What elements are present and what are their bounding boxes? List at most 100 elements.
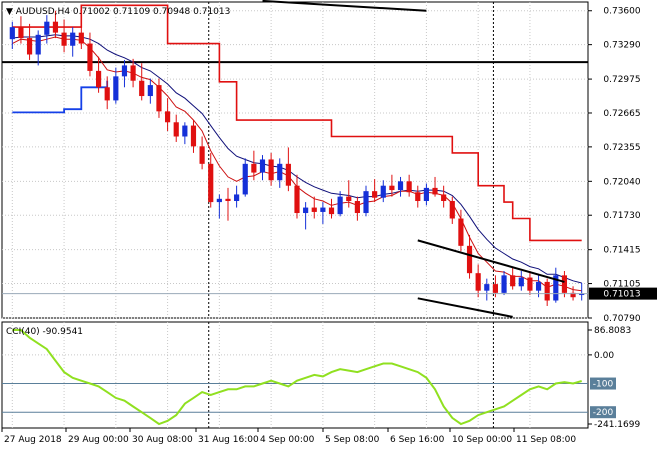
candle-bearish[interactable] [441, 194, 447, 202]
price-axis-label: 0.71415 [603, 246, 640, 256]
candle-bearish[interactable] [87, 43, 93, 71]
candle-bullish[interactable] [35, 34, 41, 55]
candle-bullish[interactable] [147, 85, 153, 97]
candle-bearish[interactable] [139, 80, 145, 97]
candle-bearish[interactable] [354, 201, 360, 214]
candle-bullish[interactable] [423, 187, 429, 202]
candle-bearish[interactable] [104, 87, 110, 101]
price-axis-label: 0.71730 [603, 211, 640, 221]
candle-bearish[interactable] [389, 185, 395, 191]
price-axis-label: 0.72975 [603, 75, 640, 85]
time-axis-label: 27 Aug 2018 [4, 435, 62, 445]
cci-label: CCI(40) -90.9541 [6, 327, 83, 337]
candle-bullish[interactable] [579, 293, 585, 296]
candle-bearish[interactable] [156, 85, 162, 112]
cci-scale-label: -100 [593, 380, 614, 390]
candle-bullish[interactable] [277, 163, 283, 181]
cci-level-tag [590, 406, 616, 419]
candle-bearish[interactable] [61, 32, 67, 46]
candle-bearish[interactable] [285, 163, 291, 186]
cci-line [12, 329, 582, 426]
candle-bearish[interactable] [225, 198, 231, 202]
cci-level-tag [590, 377, 616, 390]
candle-bullish[interactable] [242, 163, 248, 195]
price-axis-label: 0.71105 [603, 280, 640, 290]
candle-bearish[interactable] [406, 181, 412, 193]
candle-bearish[interactable] [52, 21, 59, 33]
price-axis-label: 0.72355 [603, 143, 640, 153]
candle-bearish[interactable] [544, 281, 550, 301]
time-axis-label: 30 Aug 08:00 [132, 435, 193, 445]
candle-bearish[interactable] [415, 192, 421, 202]
price-axis-label: 0.70790 [603, 314, 640, 324]
candle-bearish[interactable] [449, 201, 455, 219]
candle-bearish[interactable] [346, 196, 352, 202]
candle-bearish[interactable] [208, 163, 214, 203]
candle-bullish[interactable] [121, 65, 128, 77]
candle-bearish[interactable] [475, 273, 481, 291]
candle-bullish[interactable] [9, 27, 15, 40]
candle-bearish[interactable] [510, 275, 516, 287]
candle-bearish[interactable] [199, 146, 205, 164]
candle-bearish[interactable] [328, 207, 335, 215]
price-axis-label: 0.73290 [603, 41, 640, 51]
candle-bullish[interactable] [234, 194, 240, 202]
candle-bullish[interactable] [518, 277, 524, 287]
stop-line-blue [12, 80, 109, 114]
candle-bearish[interactable] [268, 159, 274, 181]
time-axis-label: 5 Sep 08:00 [325, 435, 380, 445]
candle-bullish[interactable] [535, 281, 542, 291]
candle-bearish[interactable] [311, 207, 317, 212]
candle-bearish[interactable] [26, 38, 33, 55]
candle-bullish[interactable] [337, 196, 343, 215]
time-axis-label: 10 Sep 00:00 [452, 435, 512, 445]
price-axis-label: 0.72665 [603, 109, 640, 119]
candle-bullish[interactable] [113, 76, 119, 101]
candle-bearish[interactable] [18, 27, 24, 39]
price-axis-label: 0.72040 [603, 177, 640, 187]
time-axis-label: 11 Sep 08:00 [516, 435, 576, 445]
candle-bearish[interactable] [432, 187, 438, 195]
candle-bearish[interactable] [78, 32, 84, 44]
candle-bearish[interactable] [130, 65, 136, 81]
candle-bearish[interactable] [95, 70, 102, 88]
candle-bearish[interactable] [466, 245, 473, 274]
candle-bearish[interactable] [372, 191, 378, 198]
candle-bearish[interactable] [251, 163, 257, 173]
candle-bullish[interactable] [363, 191, 369, 214]
candle-bearish[interactable] [527, 277, 533, 291]
candle-bearish[interactable] [165, 111, 171, 123]
price-axis-label: 0.73600 [603, 7, 640, 17]
candle-bearish[interactable] [570, 292, 576, 298]
candle-bullish[interactable] [320, 207, 326, 212]
candle-bullish[interactable] [303, 207, 309, 214]
current-price-label: 0.71013 [603, 290, 640, 300]
candle-bullish[interactable] [70, 32, 76, 46]
cci-scale-label: 0.00 [594, 351, 614, 361]
trend-line[interactable] [262, 0, 427, 12]
trend-line[interactable] [417, 239, 565, 283]
candle-bearish[interactable] [294, 185, 300, 214]
cci-scale-label: -200 [593, 408, 614, 418]
candle-bullish[interactable] [182, 125, 188, 137]
candle-bullish[interactable] [380, 185, 386, 198]
candle-bearish[interactable] [458, 218, 464, 246]
candle-bearish[interactable] [561, 275, 568, 293]
cci-scale-label: -241.1699 [594, 420, 640, 430]
candle-bearish[interactable] [492, 284, 499, 293]
candle-bullish[interactable] [553, 275, 559, 301]
candle-bullish[interactable] [44, 21, 50, 35]
chart-header-text: ▼ AUDUSD,H4 0.71002 0.71109 0.70948 0.71… [6, 7, 230, 17]
candle-bullish[interactable] [216, 198, 222, 203]
candle-bearish[interactable] [173, 122, 179, 137]
candle-bearish[interactable] [190, 125, 197, 147]
candle-bullish[interactable] [484, 284, 490, 291]
time-axis-label: 6 Sep 16:00 [390, 435, 445, 445]
cci-pane-frame [1, 321, 589, 429]
candle-bullish[interactable] [501, 275, 507, 293]
trend-line[interactable] [417, 297, 513, 318]
candle-bullish[interactable] [397, 181, 404, 191]
time-axis-label: 31 Aug 16:00 [198, 435, 259, 445]
candle-bullish[interactable] [259, 159, 266, 173]
